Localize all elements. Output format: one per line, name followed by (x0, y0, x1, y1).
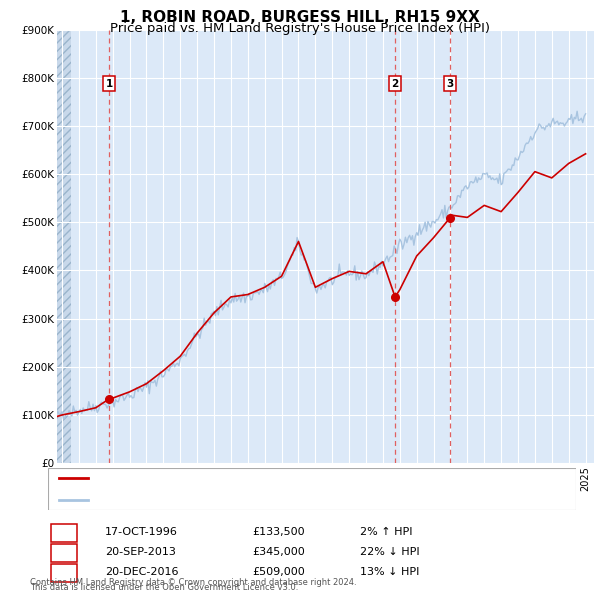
Text: 20-DEC-2016: 20-DEC-2016 (105, 568, 179, 577)
Text: 20-SEP-2013: 20-SEP-2013 (105, 548, 176, 557)
Text: 2: 2 (391, 78, 398, 88)
Text: 1, ROBIN ROAD, BURGESS HILL, RH15 9XX (detached house): 1, ROBIN ROAD, BURGESS HILL, RH15 9XX (d… (95, 474, 428, 483)
Text: 1: 1 (59, 526, 68, 539)
FancyBboxPatch shape (50, 544, 77, 562)
Text: 1, ROBIN ROAD, BURGESS HILL, RH15 9XX: 1, ROBIN ROAD, BURGESS HILL, RH15 9XX (120, 10, 480, 25)
FancyBboxPatch shape (50, 564, 77, 582)
Text: HPI: Average price, detached house, Mid Sussex: HPI: Average price, detached house, Mid … (95, 495, 359, 504)
FancyBboxPatch shape (48, 468, 576, 510)
Bar (57, 30, 71, 463)
FancyBboxPatch shape (50, 524, 77, 542)
Text: Contains HM Land Registry data © Crown copyright and database right 2024.: Contains HM Land Registry data © Crown c… (30, 578, 356, 587)
Text: 3: 3 (59, 566, 68, 579)
Text: 2: 2 (59, 546, 68, 559)
Text: 17-OCT-1996: 17-OCT-1996 (105, 527, 178, 537)
Text: £345,000: £345,000 (252, 548, 305, 557)
Text: 2% ↑ HPI: 2% ↑ HPI (360, 527, 413, 537)
Text: This data is licensed under the Open Government Licence v3.0.: This data is licensed under the Open Gov… (30, 583, 298, 590)
Text: 13% ↓ HPI: 13% ↓ HPI (360, 568, 419, 577)
Text: Price paid vs. HM Land Registry's House Price Index (HPI): Price paid vs. HM Land Registry's House … (110, 22, 490, 35)
Text: £509,000: £509,000 (252, 568, 305, 577)
Text: £133,500: £133,500 (252, 527, 305, 537)
Text: 3: 3 (446, 78, 454, 88)
Text: 1: 1 (106, 78, 113, 88)
Text: 22% ↓ HPI: 22% ↓ HPI (360, 548, 419, 557)
